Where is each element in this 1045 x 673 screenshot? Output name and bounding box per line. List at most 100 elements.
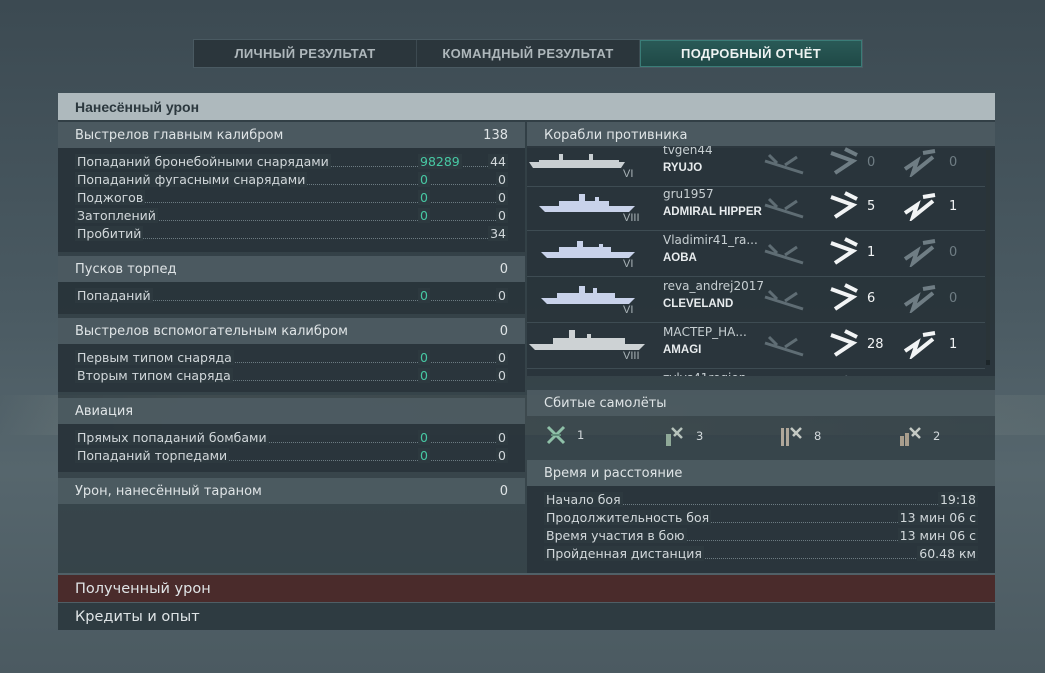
kills-icon <box>903 239 936 267</box>
stat-damage: 0 <box>418 429 430 445</box>
stat-row: Пробитий 34 <box>58 224 525 242</box>
spotted-icon <box>764 289 804 311</box>
damage-received-header[interactable]: Полученный урон <box>58 575 995 602</box>
kills-count: 0 <box>949 155 958 170</box>
stat-label: Попаданий <box>75 287 153 303</box>
plane-item: 3 <box>662 424 703 448</box>
plane-item: 8 <box>778 424 821 448</box>
kills-icon <box>903 193 936 221</box>
ship-silhouette <box>541 241 635 258</box>
stat-label: Затоплений <box>75 207 158 223</box>
kills-count: 1 <box>949 199 958 214</box>
enemy-ship-row[interactable]: VI reva_andrej2017 CLEVELAND 6 0 <box>527 276 985 323</box>
plane-count: 3 <box>696 429 704 443</box>
stat-damage: 0 <box>418 189 430 205</box>
spotted-icon <box>763 375 807 376</box>
stat-value: 44 <box>488 153 508 169</box>
stat-value: 34 <box>488 225 508 241</box>
time-distance-title: Время и расстояние <box>544 465 683 481</box>
stat-row: Прямых попаданий бомбами 0 0 <box>58 428 525 446</box>
tab-team-result[interactable]: КОМАНДНЫЙ РЕЗУЛЬТАТ <box>417 40 640 67</box>
spotted-icon <box>764 335 804 357</box>
stat-damage: 98289 <box>418 153 462 169</box>
stat-label: Попаданий бронебойными снарядами <box>75 153 331 169</box>
time-value: 60.48 км <box>917 545 978 561</box>
ship-tier: VI <box>623 258 634 270</box>
damage-dealt-stats: Выстрелов главным калибром 138 Попаданий… <box>58 120 525 505</box>
time-row: Продолжительность боя 13 мин 06 с <box>527 508 995 526</box>
stat-label: Прямых попаданий бомбами <box>75 429 269 445</box>
damage-dealt-header[interactable]: Нанесённый урон <box>58 93 995 120</box>
enemy-ship-row[interactable]: VIII gru1957 ADMIRAL HIPPER 5 1 <box>527 184 985 231</box>
spotted-icon <box>764 197 804 219</box>
right-column: Корабли противника VI tvgen44 RYUJO 0 0 VIII g… <box>527 120 995 573</box>
stat-row: Поджогов 0 0 <box>58 188 525 206</box>
stat-row: Попаданий фугасными снарядами 0 0 <box>58 170 525 188</box>
dive-bomber-icon <box>781 427 802 446</box>
stat-value: 0 <box>496 349 508 365</box>
enemy-ship-row[interactable]: zvlys41region <box>527 368 985 376</box>
stat-damage: 0 <box>418 207 430 223</box>
enemy-ship-row[interactable]: VI tvgen44 RYUJO 0 0 <box>527 146 985 187</box>
stat-damage: 0 <box>418 367 430 383</box>
stat-value: 0 <box>496 447 508 463</box>
time-value: 19:18 <box>937 491 978 507</box>
hits-count: 0 <box>867 155 876 170</box>
stat-label: Попаданий фугасными снарядами <box>75 171 308 187</box>
hits-icon <box>830 147 858 175</box>
credits-xp-header[interactable]: Кредиты и опыт <box>58 603 995 630</box>
player-name: gru1957 <box>663 187 714 201</box>
ram-label: Урон, нанесённый тараном <box>75 483 262 499</box>
ship-name: AOBA <box>663 252 697 264</box>
tab-personal-result[interactable]: ЛИЧНЫЙ РЕЗУЛЬТАТ <box>194 40 417 67</box>
time-value: 13 мин 06 с <box>897 509 978 525</box>
credits-xp-title: Кредиты и опыт <box>75 608 200 625</box>
ship-silhouette <box>529 330 645 350</box>
stat-row: Первым типом снаряда 0 0 <box>58 348 525 366</box>
time-row: Время участия в бою 13 мин 06 с <box>527 526 995 544</box>
plane-count: 8 <box>814 429 822 443</box>
spotted-icon <box>764 153 804 175</box>
kills-count: 0 <box>949 245 958 260</box>
stat-value: 0 <box>496 367 508 383</box>
damage-received-title: Полученный урон <box>75 580 211 597</box>
stat-row: Вторым типом снаряда 0 0 <box>58 366 525 384</box>
stat-row: Попаданий 0 0 <box>58 286 525 304</box>
ship-name: ADMIRAL HIPPER <box>663 206 762 218</box>
stat-label: Вторым типом снаряда <box>75 367 233 383</box>
time-label: Пройденная дистанция <box>544 545 704 561</box>
stat-damage: 0 <box>418 447 430 463</box>
planes-shot-header: Сбитые самолёты <box>527 390 995 416</box>
stat-value: 0 <box>496 429 508 445</box>
time-label: Начало боя <box>544 491 623 507</box>
enemy-ships-header: Корабли противника <box>527 122 995 148</box>
stat-damage: 0 <box>418 287 430 303</box>
torpedoes-label: Пусков торпед <box>75 261 177 277</box>
stat-row: Попаданий торпедами 0 0 <box>58 446 525 464</box>
ship-tier: VI <box>623 304 634 316</box>
ships-scrollbar[interactable] <box>986 150 990 365</box>
ram-header: Урон, нанесённый тараном 0 <box>58 478 525 504</box>
stat-label: Пробитий <box>75 225 144 241</box>
secondary-label: Выстрелов вспомогательным калибром <box>75 323 348 339</box>
secondary-header: Выстрелов вспомогательным калибром 0 <box>58 318 525 344</box>
time-label: Время участия в бою <box>544 527 687 543</box>
stat-value: 0 <box>496 189 508 205</box>
tab-detailed-report[interactable]: ПОДРОБНЫЙ ОТЧЁТ <box>640 40 862 67</box>
damage-dealt-title: Нанесённый урон <box>75 98 200 115</box>
time-value: 13 мин 06 с <box>897 527 978 543</box>
enemy-ship-row[interactable]: VIII МАСТЕР_НА... AMAGI 28 1 <box>527 322 985 369</box>
enemy-ship-row[interactable]: VI Vladimir41_ra... AOBA 1 0 <box>527 230 985 277</box>
hits-count: 28 <box>867 337 884 352</box>
plane-item: 1 <box>545 424 584 446</box>
enemy-ships-list[interactable]: VI tvgen44 RYUJO 0 0 VIII gru1957 ADMIRAL HIPPE… <box>527 146 995 376</box>
kills-icon <box>903 149 936 177</box>
kills-icon <box>903 285 936 313</box>
player-name: МАСТЕР_НА... <box>663 325 747 339</box>
result-tabs: ЛИЧНЫЙ РЕЗУЛЬТАТ КОМАНДНЫЙ РЕЗУЛЬТАТ ПОД… <box>193 39 863 68</box>
kills-icon <box>903 375 939 376</box>
stat-label: Поджогов <box>75 189 146 205</box>
torpedoes-header: Пусков торпед 0 <box>58 256 525 282</box>
hits-icon <box>830 237 858 265</box>
ship-name: RYUJO <box>663 162 703 174</box>
